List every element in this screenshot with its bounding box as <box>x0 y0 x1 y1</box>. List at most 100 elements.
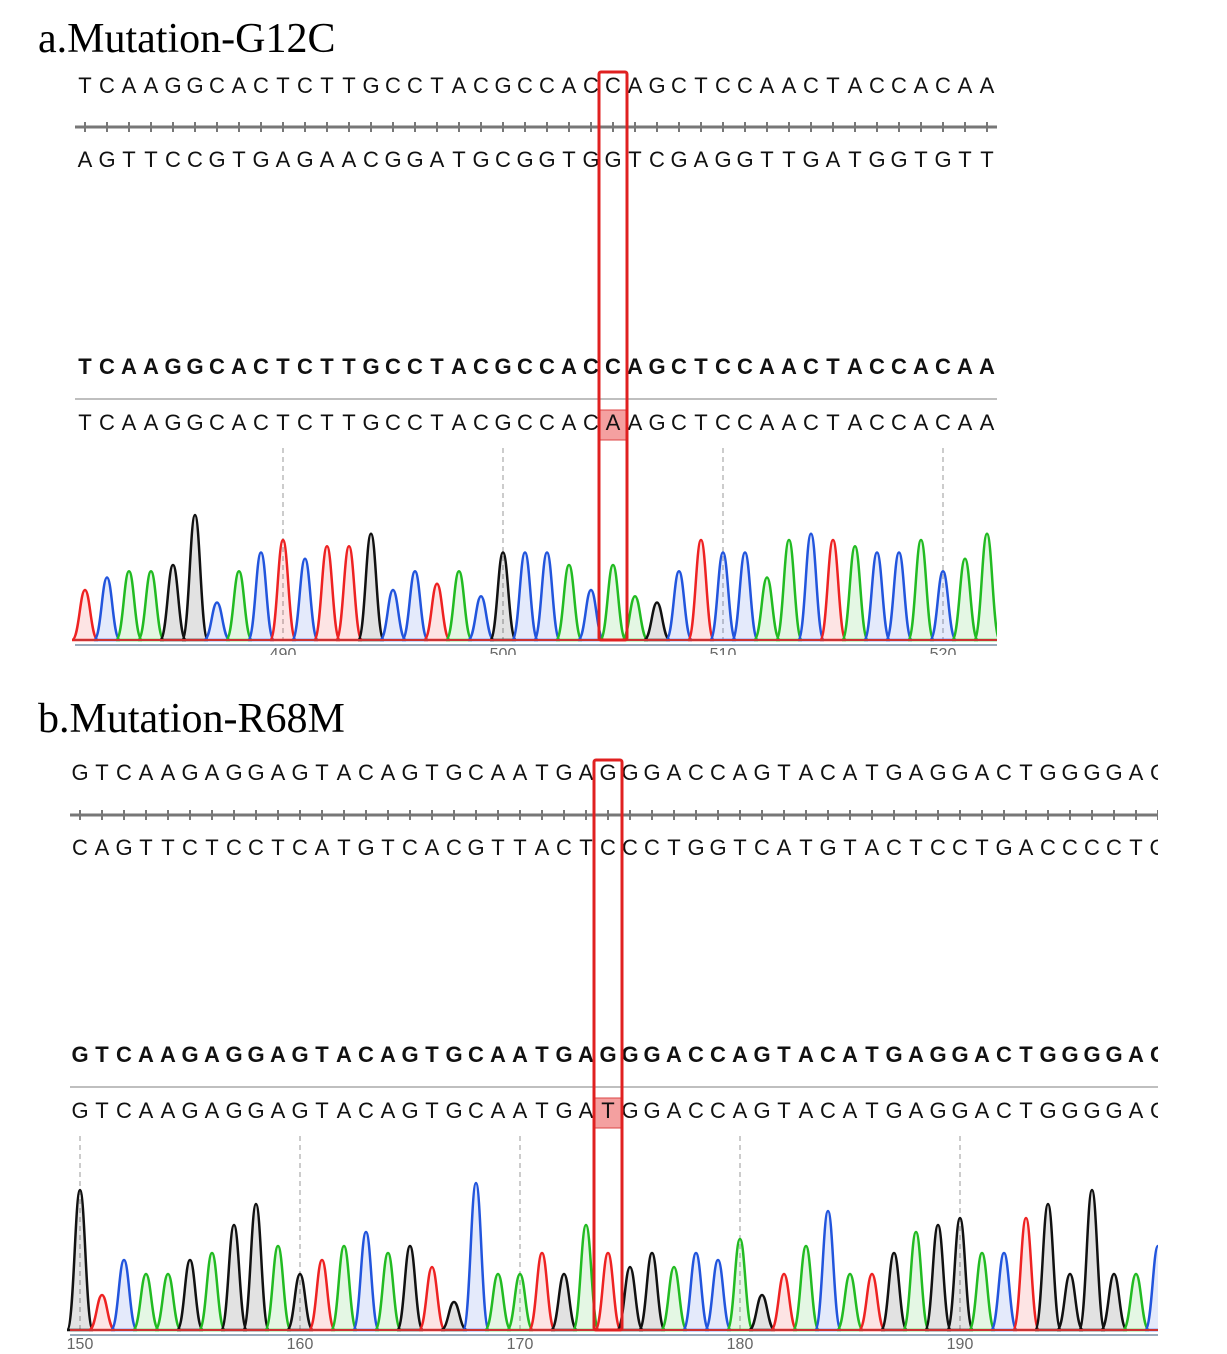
trace-peak <box>730 551 760 642</box>
trace-peak <box>748 1293 776 1332</box>
trace-peak <box>285 1272 315 1332</box>
panel: GTCAAGAGGAGTACAGTGCAATGAGGGACCAGTACATGAG… <box>65 760 1167 1353</box>
trace-peak <box>505 1272 535 1332</box>
trace-peak <box>1055 1272 1085 1332</box>
tick-label: 490 <box>270 646 297 663</box>
trace-peak <box>884 551 914 642</box>
trace-peak <box>862 551 892 642</box>
trace-peak <box>752 576 782 642</box>
trace-peak <box>643 601 671 642</box>
trace-peak <box>483 1272 513 1332</box>
trace-peak <box>329 1244 359 1332</box>
trace-peak <box>65 1188 95 1332</box>
trace-peak <box>774 538 804 642</box>
trace-peak <box>840 544 870 642</box>
trace-peak <box>440 1300 468 1332</box>
trace-peak <box>395 1244 425 1332</box>
consensus-sequence: GTCAAGAGGAGTACAGTGCAATGAGGGACCAGTACATGAG… <box>71 1042 1166 1067</box>
trace-peak <box>466 594 496 642</box>
trace-peak <box>378 588 408 642</box>
panel: TCAAGGCACTCTTGCCTACGCCACCAGCTCCAACTACCAC… <box>70 73 997 663</box>
trace-peak <box>461 1181 491 1332</box>
trace-peak <box>1033 1202 1063 1332</box>
complement-sequence: AGTTCCGTGAGAACGGATGCGGTGGTCGAGGTTGATGGTG… <box>78 147 994 172</box>
trace-peak <box>1077 1188 1107 1332</box>
trace-peak <box>114 569 144 642</box>
tick-label: 160 <box>287 1336 314 1353</box>
trace-peak <box>70 588 100 642</box>
trace-peak <box>88 1293 116 1332</box>
trace-peak <box>879 1251 909 1332</box>
mutation-highlight <box>594 1097 622 1129</box>
trace-peak <box>422 582 452 642</box>
reference-sequence: TCAAGGCACTCTTGCCTACGCCACCAGCTCCAACTACCAC… <box>78 73 994 98</box>
trace-peak <box>444 569 474 642</box>
trace-peak <box>769 1272 799 1332</box>
trace-peak <box>532 551 562 642</box>
trace-peak <box>928 569 958 642</box>
trace-peak <box>417 1265 447 1332</box>
trace-peak <box>224 569 254 642</box>
tick-label: 520 <box>930 646 957 663</box>
trace-peak <box>197 1251 227 1332</box>
trace-peak <box>263 1244 293 1332</box>
trace-peak <box>950 557 980 642</box>
trace-peak <box>241 1202 271 1332</box>
trace-peak <box>400 569 430 642</box>
trace-peak <box>219 1223 249 1332</box>
trace-peak <box>307 1258 337 1332</box>
trace-peak <box>246 551 276 642</box>
trace-peak <box>180 513 210 642</box>
trace-peak <box>356 532 386 642</box>
trace-peak <box>945 1216 975 1332</box>
trace-peak <box>153 1272 183 1332</box>
trace-peak <box>791 1244 821 1332</box>
consensus-sequence: TCAAGGCACTCTTGCCTACGCCACCAGCTCCAACTACCAC… <box>78 354 995 379</box>
mutation-box <box>597 70 629 642</box>
trace-peak <box>131 1272 161 1332</box>
trace-peak <box>268 538 298 642</box>
trace-peak <box>972 532 997 642</box>
trace-peak <box>637 1251 667 1332</box>
trace-peak <box>175 1258 205 1332</box>
trace-peak <box>906 538 936 642</box>
trace-peak <box>818 538 848 642</box>
trace-peak <box>136 569 166 642</box>
trace-peak <box>664 569 694 642</box>
trace-peak <box>549 1272 579 1332</box>
mutation-box <box>592 758 624 1332</box>
trace-peak <box>598 563 628 642</box>
tick-label: 180 <box>727 1336 754 1353</box>
reference-sequence: GTCAAGAGGAGTACAGTGCAATGAGGGACCAGTACATGAG… <box>71 760 1166 785</box>
trace-peak <box>1121 1272 1151 1332</box>
trace-peak <box>334 544 364 642</box>
trace-peak <box>857 1272 887 1332</box>
tick-label: 190 <box>947 1336 974 1353</box>
panel-title: a.Mutation-G12C <box>38 16 335 62</box>
complement-sequence: CAGTTCTCCTCATGTCACGTTACTCCCTGGTCATGTACTC… <box>72 835 1167 860</box>
trace-peak <box>901 1230 931 1332</box>
tick-label: 150 <box>67 1336 94 1353</box>
trace-peak <box>681 1251 711 1332</box>
trace-peak <box>923 1223 953 1332</box>
trace-peak <box>835 1272 865 1332</box>
panel-title: b.Mutation-R68M <box>38 696 345 742</box>
trace-peak <box>813 1209 843 1332</box>
tick-label: 500 <box>490 646 517 663</box>
trace-peak <box>92 576 122 642</box>
trace-peak <box>290 557 320 642</box>
trace-peak <box>967 1251 997 1332</box>
trace-peak <box>796 532 826 642</box>
tick-label: 170 <box>507 1336 534 1353</box>
trace-peak <box>510 551 540 642</box>
trace-peak <box>1143 1244 1158 1332</box>
trace-peak <box>554 563 584 642</box>
trace-peak <box>708 551 738 642</box>
trace-peak <box>686 538 716 642</box>
trace-peak <box>351 1230 381 1332</box>
sample-sequence: TCAAGGCACTCTTGCCTACGCCACAAGCTCCAACTACCAC… <box>78 410 994 435</box>
trace-peak <box>158 563 188 642</box>
trace-peak <box>1011 1216 1041 1332</box>
trace-peak <box>1099 1272 1129 1332</box>
trace-peak <box>203 601 231 642</box>
